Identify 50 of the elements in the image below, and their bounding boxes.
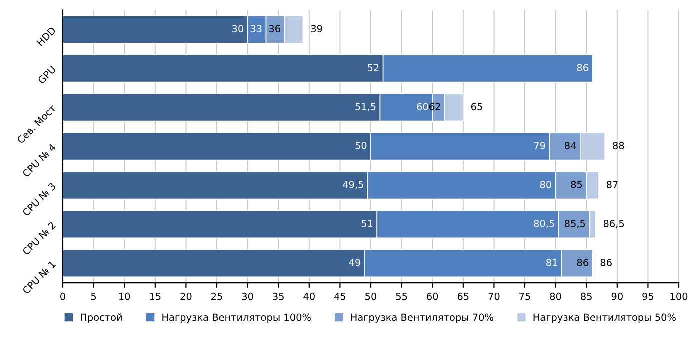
x-tick-label: 60 — [427, 292, 438, 300]
annotation: 60 — [417, 103, 428, 110]
x-tick-label: 25 — [212, 292, 222, 300]
annotation: 33 — [250, 25, 262, 33]
x-tick-label: 20 — [180, 292, 192, 300]
annotation: 84 — [565, 142, 576, 150]
x-tick-label: 100 — [670, 292, 688, 300]
annotation: 88 — [613, 142, 624, 150]
legend-label: Нагрузка Вентиляторы 100% — [162, 314, 311, 324]
annotation: 86 — [577, 259, 588, 266]
x-tick-label: 85 — [581, 292, 592, 300]
annotation: 65 — [471, 103, 482, 110]
x-tick-label: 90 — [612, 292, 623, 300]
annotation: 80 — [540, 181, 552, 188]
x-tick-label: 40 — [304, 292, 315, 300]
annotation: 49 — [349, 259, 360, 266]
annotation: 86,5 — [604, 220, 624, 228]
annotation: 81 — [546, 259, 558, 266]
annotation: 50 — [356, 142, 367, 150]
x-tick-label: 75 — [520, 293, 530, 300]
x-tick-label: 55 — [396, 293, 408, 300]
x-tick-label: 70 — [488, 292, 500, 300]
x-tick-label: 50 — [366, 292, 377, 300]
annotation: 87 — [606, 181, 618, 188]
x-tick-label: 45 — [334, 293, 346, 300]
legend-label: Нагрузка Вентиляторы 50% — [534, 314, 676, 324]
x-tick-label: 65 — [458, 292, 469, 300]
annotation: 86 — [600, 259, 612, 266]
annotation: 39 — [311, 25, 322, 33]
annotation: 85 — [571, 181, 582, 188]
x-tick-label: 15 — [150, 293, 161, 300]
annotation: 86 — [577, 64, 588, 72]
annotation: 80,5 — [534, 220, 554, 228]
annotation: 52 — [368, 64, 379, 72]
legend-label: Простой — [81, 314, 122, 324]
x-tick-label: 35 — [273, 292, 284, 300]
x-tick-label: 5 — [91, 293, 96, 300]
annotation: 79 — [534, 142, 546, 150]
x-tick-label: 10 — [119, 292, 130, 300]
annotation: 85,5 — [564, 220, 586, 228]
x-tick-label: 95 — [642, 292, 654, 300]
annotation: 36 — [269, 25, 280, 33]
x-tick-label: 80 — [550, 292, 562, 300]
x-tick-label: 30 — [242, 292, 254, 300]
legend-label: Нагрузка Вентиляторы 70% — [351, 314, 494, 324]
annotation: 51,5 — [356, 103, 376, 112]
annotation: 49,5 — [343, 181, 364, 190]
annotation: 30 — [232, 25, 244, 33]
annotation: 51 — [362, 220, 373, 228]
x-tick-label: 0 — [60, 292, 66, 300]
